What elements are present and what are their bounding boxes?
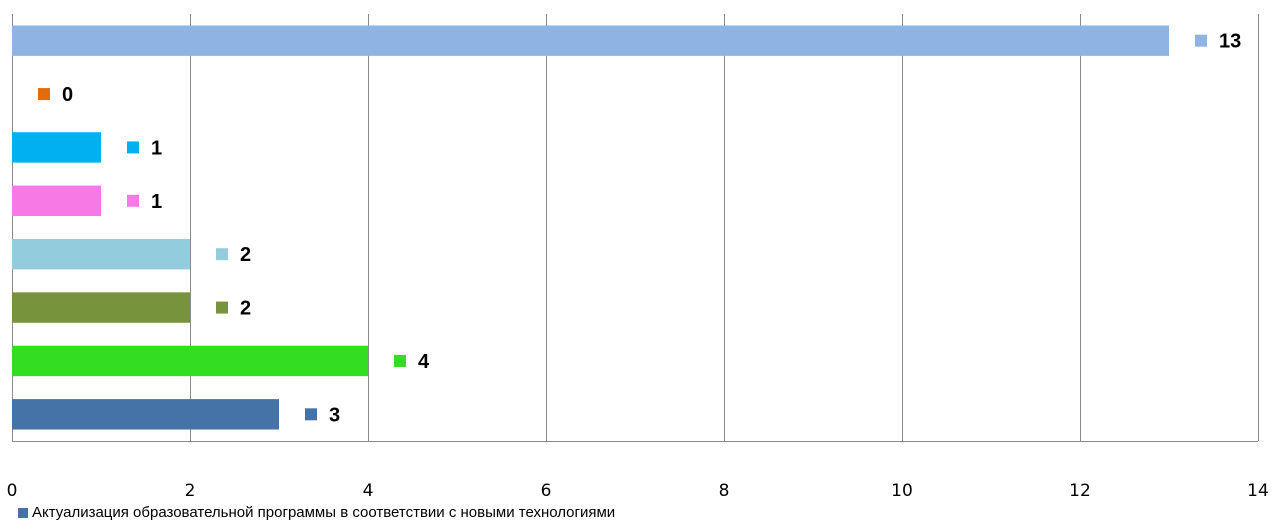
bar [12,292,190,323]
x-tick-label: 2 [185,481,196,501]
bar [12,132,101,163]
data-label: 13 [1219,31,1241,53]
bar [12,238,190,270]
x-tick-label: 0 [7,481,18,501]
x-tick-label: 8 [719,481,730,501]
x-tick-label: 6 [541,481,552,501]
bar [12,185,101,217]
x-tick-label: 12 [1069,481,1091,501]
x-tick-label: 14 [1247,481,1269,501]
bar [12,345,368,377]
legend-label: Актуализация образовательной программы в… [32,504,616,521]
bar [12,399,279,430]
legend-swatch [18,507,28,518]
data-label: 1 [151,191,162,213]
data-label-marker [305,408,317,421]
data-label-marker [216,248,228,261]
data-label-marker [38,88,50,101]
x-tick-label: 4 [363,481,374,501]
data-label: 2 [240,298,251,320]
bar [12,25,1169,56]
data-label: 1 [151,137,162,159]
data-label-marker [216,301,228,314]
data-label-marker [394,354,406,367]
data-label: 4 [418,351,430,373]
data-label: 2 [240,244,251,266]
x-tick-label: 10 [891,481,913,501]
data-label-marker [127,141,139,154]
legend: Актуализация образовательной программы в… [18,503,615,522]
data-label-marker [1195,34,1207,47]
data-label: 3 [329,404,340,426]
data-label: 0 [62,84,73,106]
data-label-marker [127,194,139,207]
